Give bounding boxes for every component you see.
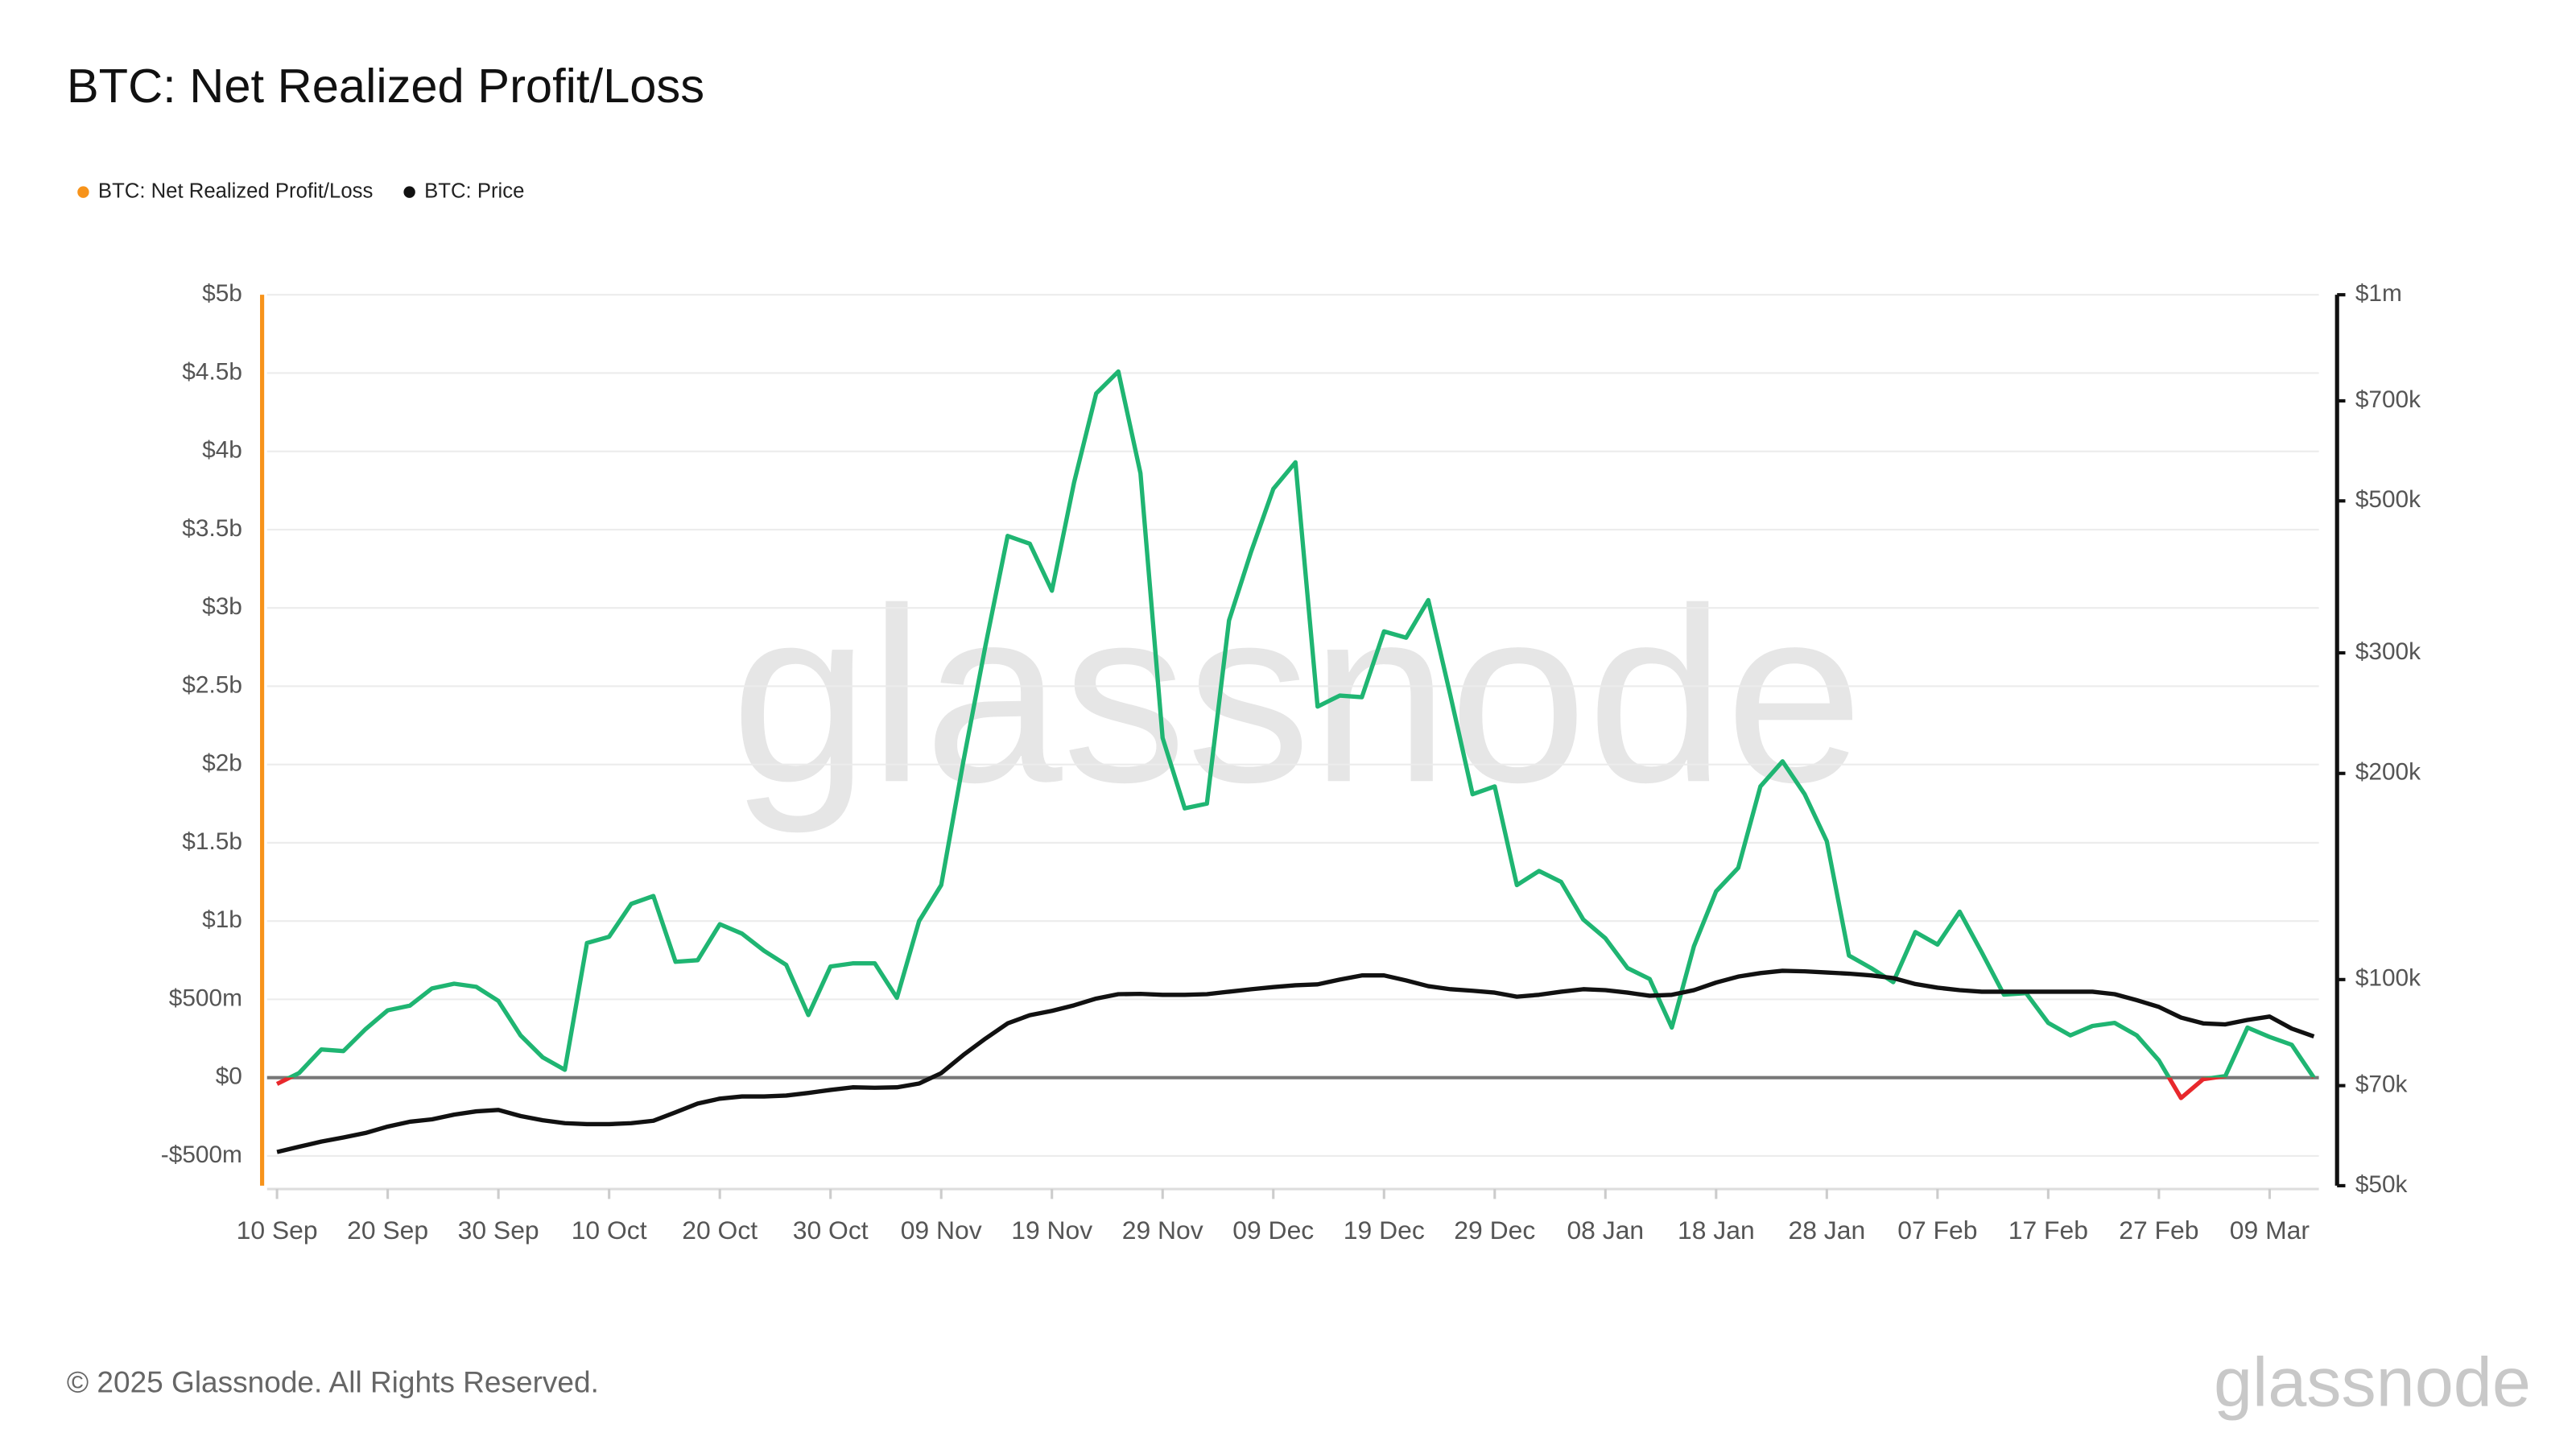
series-line xyxy=(276,968,2315,1154)
x-tick-label: 27 Feb xyxy=(2119,1216,2198,1245)
series-line xyxy=(275,369,2316,1100)
watermark: glassnode xyxy=(731,557,1864,835)
x-tick-label: 28 Jan xyxy=(1788,1216,1865,1245)
x-tick-label: 09 Dec xyxy=(1232,1216,1314,1245)
y-tick-label: -$500m xyxy=(161,1141,242,1168)
y-tick-label: $1.5b xyxy=(182,828,242,855)
logo: glassnode xyxy=(2214,1344,2531,1422)
x-tick-label: 08 Jan xyxy=(1567,1216,1644,1245)
x-tick-label: 30 Sep xyxy=(458,1216,539,1245)
chart-title: BTC: Net Realized Profit/Loss xyxy=(67,59,704,113)
y-tick-label: $5b xyxy=(202,280,242,307)
legend-swatch xyxy=(403,186,415,198)
y2-tick-label: $500k xyxy=(2355,486,2421,513)
x-tick-label: 29 Nov xyxy=(1122,1216,1203,1245)
footer: © 2025 Glassnode. All Rights Reserved. xyxy=(67,1365,599,1399)
legend-swatch xyxy=(77,186,89,198)
y-tick-label: $3.5b xyxy=(182,515,242,542)
x-tick-label: 10 Oct xyxy=(572,1216,647,1245)
x-tick-label: 29 Dec xyxy=(1454,1216,1535,1245)
x-tick-label: 30 Oct xyxy=(793,1216,869,1245)
y-tick-label: $1b xyxy=(202,906,242,933)
x-tick-label: 17 Feb xyxy=(2008,1216,2088,1245)
x-tick-label: 18 Jan xyxy=(1678,1216,1755,1245)
x-tick-label: 20 Sep xyxy=(347,1216,428,1245)
y2-tick-label: $1m xyxy=(2355,280,2402,307)
y2-tick-label: $700k xyxy=(2355,386,2421,413)
x-tick-label: 09 Nov xyxy=(901,1216,982,1245)
x-tick-label: 20 Oct xyxy=(682,1216,758,1245)
y2-tick-label: $300k xyxy=(2355,638,2421,665)
y2-tick-label: $50k xyxy=(2355,1171,2408,1198)
x-tick-label: 19 Nov xyxy=(1011,1216,1092,1245)
x-tick-label: 09 Mar xyxy=(2230,1216,2310,1245)
y-tick-label: $4b xyxy=(202,437,242,464)
y-tick-label: $2b xyxy=(202,750,242,777)
x-tick-label: 10 Sep xyxy=(237,1216,318,1245)
x-tick-label: 19 Dec xyxy=(1344,1216,1425,1245)
y-tick-label: $0 xyxy=(216,1063,242,1090)
x-tick-label: 07 Feb xyxy=(1897,1216,1977,1245)
legend-label: BTC: Price xyxy=(424,180,524,202)
y2-tick-label: $100k xyxy=(2355,965,2421,992)
y-tick-label: $500m xyxy=(169,985,242,1011)
legend-label: BTC: Net Realized Profit/Loss xyxy=(98,180,373,202)
y-tick-label: $4.5b xyxy=(182,358,242,385)
y-tick-label: $2.5b xyxy=(182,671,242,698)
y2-tick-label: $200k xyxy=(2355,759,2421,786)
y2-tick-label: $70k xyxy=(2355,1071,2408,1097)
y-tick-label: $3b xyxy=(202,593,242,620)
